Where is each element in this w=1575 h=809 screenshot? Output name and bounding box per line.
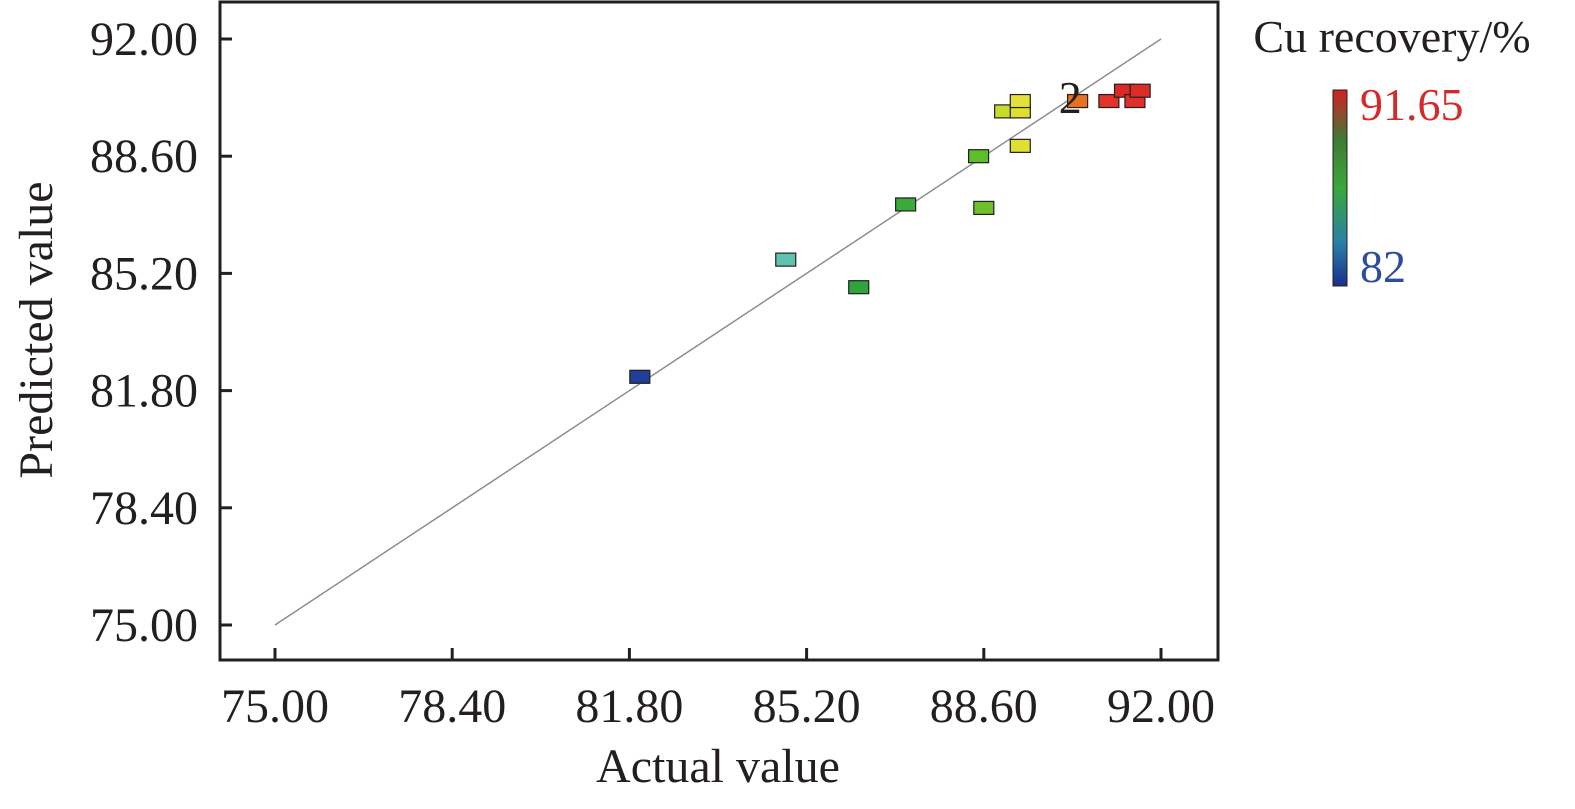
- point-annotation: 2: [1059, 72, 1082, 123]
- data-point: [973, 200, 995, 216]
- y-tick-label: 81.80: [90, 365, 198, 418]
- x-tick-label: 75.00: [221, 680, 329, 733]
- data-point: [1067, 93, 1089, 109]
- x-tick-label: 88.60: [930, 680, 1038, 733]
- y-tick-label: 85.20: [90, 247, 198, 300]
- colorbar-min-label: 82: [1360, 241, 1406, 292]
- data-point: [1129, 83, 1151, 98]
- data-point: [1009, 93, 1031, 109]
- data-point: [895, 197, 917, 212]
- colorbar-title: Cu recovery/%: [1253, 11, 1530, 62]
- colorbar-gradient: [1332, 89, 1348, 287]
- y-tick-label: 92.00: [90, 13, 198, 66]
- plot-area-frame: [218, 0, 1220, 662]
- x-tick-label: 81.80: [575, 680, 683, 733]
- data-point: [629, 369, 651, 384]
- colorbar-legend: Cu recovery/% 91.65 82: [1253, 11, 1530, 292]
- x-tick-label: 92.00: [1107, 680, 1215, 733]
- reference-line: [274, 38, 1162, 626]
- y-axis-label: Predicted value: [10, 181, 63, 478]
- x-axis-label: Actual value: [596, 740, 840, 793]
- data-point: [1009, 138, 1031, 153]
- colorbar-max-label: 91.65: [1360, 79, 1464, 130]
- data-point: [1098, 93, 1120, 109]
- data-point: [848, 280, 870, 295]
- data-point: [775, 252, 797, 267]
- x-tick-label: 78.40: [398, 680, 506, 733]
- y-tick-label: 78.40: [90, 482, 198, 535]
- x-tick-label: 85.20: [753, 680, 861, 733]
- y-tick-label: 88.60: [90, 130, 198, 183]
- data-point: [967, 149, 990, 164]
- y-tick-label: 75.00: [90, 599, 198, 652]
